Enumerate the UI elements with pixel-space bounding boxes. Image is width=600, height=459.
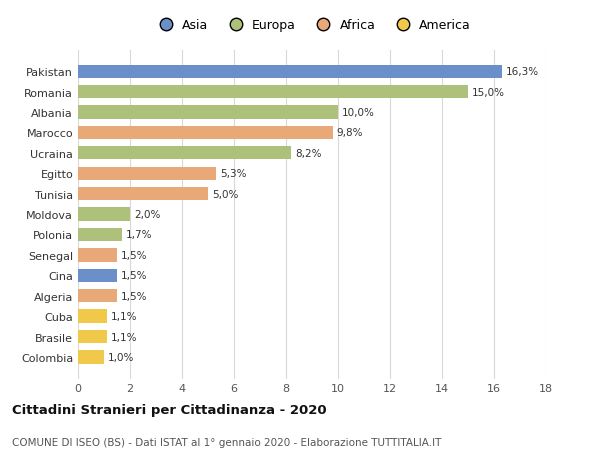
- Bar: [78, 86, 468, 99]
- Text: 15,0%: 15,0%: [472, 87, 505, 97]
- Text: 1,0%: 1,0%: [108, 352, 134, 362]
- Bar: [78, 249, 117, 262]
- Text: 8,2%: 8,2%: [295, 149, 322, 158]
- Text: Cittadini Stranieri per Cittadinanza - 2020: Cittadini Stranieri per Cittadinanza - 2…: [12, 403, 326, 416]
- Text: 1,5%: 1,5%: [121, 291, 148, 301]
- Text: 16,3%: 16,3%: [506, 67, 539, 77]
- Text: 1,1%: 1,1%: [110, 332, 137, 342]
- Bar: [78, 127, 333, 140]
- Bar: [78, 351, 104, 364]
- Bar: [78, 167, 216, 180]
- Text: 5,3%: 5,3%: [220, 169, 246, 179]
- Bar: [78, 310, 107, 323]
- Bar: [78, 269, 117, 282]
- Text: 1,5%: 1,5%: [121, 271, 148, 280]
- Bar: [78, 188, 208, 201]
- Bar: [78, 290, 117, 302]
- Bar: [78, 330, 107, 343]
- Text: 1,1%: 1,1%: [110, 311, 137, 321]
- Bar: [78, 106, 338, 119]
- Bar: [78, 65, 502, 78]
- Bar: [78, 228, 122, 241]
- Text: 2,0%: 2,0%: [134, 210, 160, 219]
- Text: 1,7%: 1,7%: [126, 230, 152, 240]
- Text: COMUNE DI ISEO (BS) - Dati ISTAT al 1° gennaio 2020 - Elaborazione TUTTITALIA.IT: COMUNE DI ISEO (BS) - Dati ISTAT al 1° g…: [12, 437, 442, 447]
- Text: 5,0%: 5,0%: [212, 189, 238, 199]
- Text: 1,5%: 1,5%: [121, 250, 148, 260]
- Bar: [78, 147, 291, 160]
- Text: 9,8%: 9,8%: [337, 128, 363, 138]
- Legend: Asia, Europa, Africa, America: Asia, Europa, Africa, America: [148, 14, 476, 37]
- Bar: [78, 208, 130, 221]
- Text: 10,0%: 10,0%: [342, 108, 375, 118]
